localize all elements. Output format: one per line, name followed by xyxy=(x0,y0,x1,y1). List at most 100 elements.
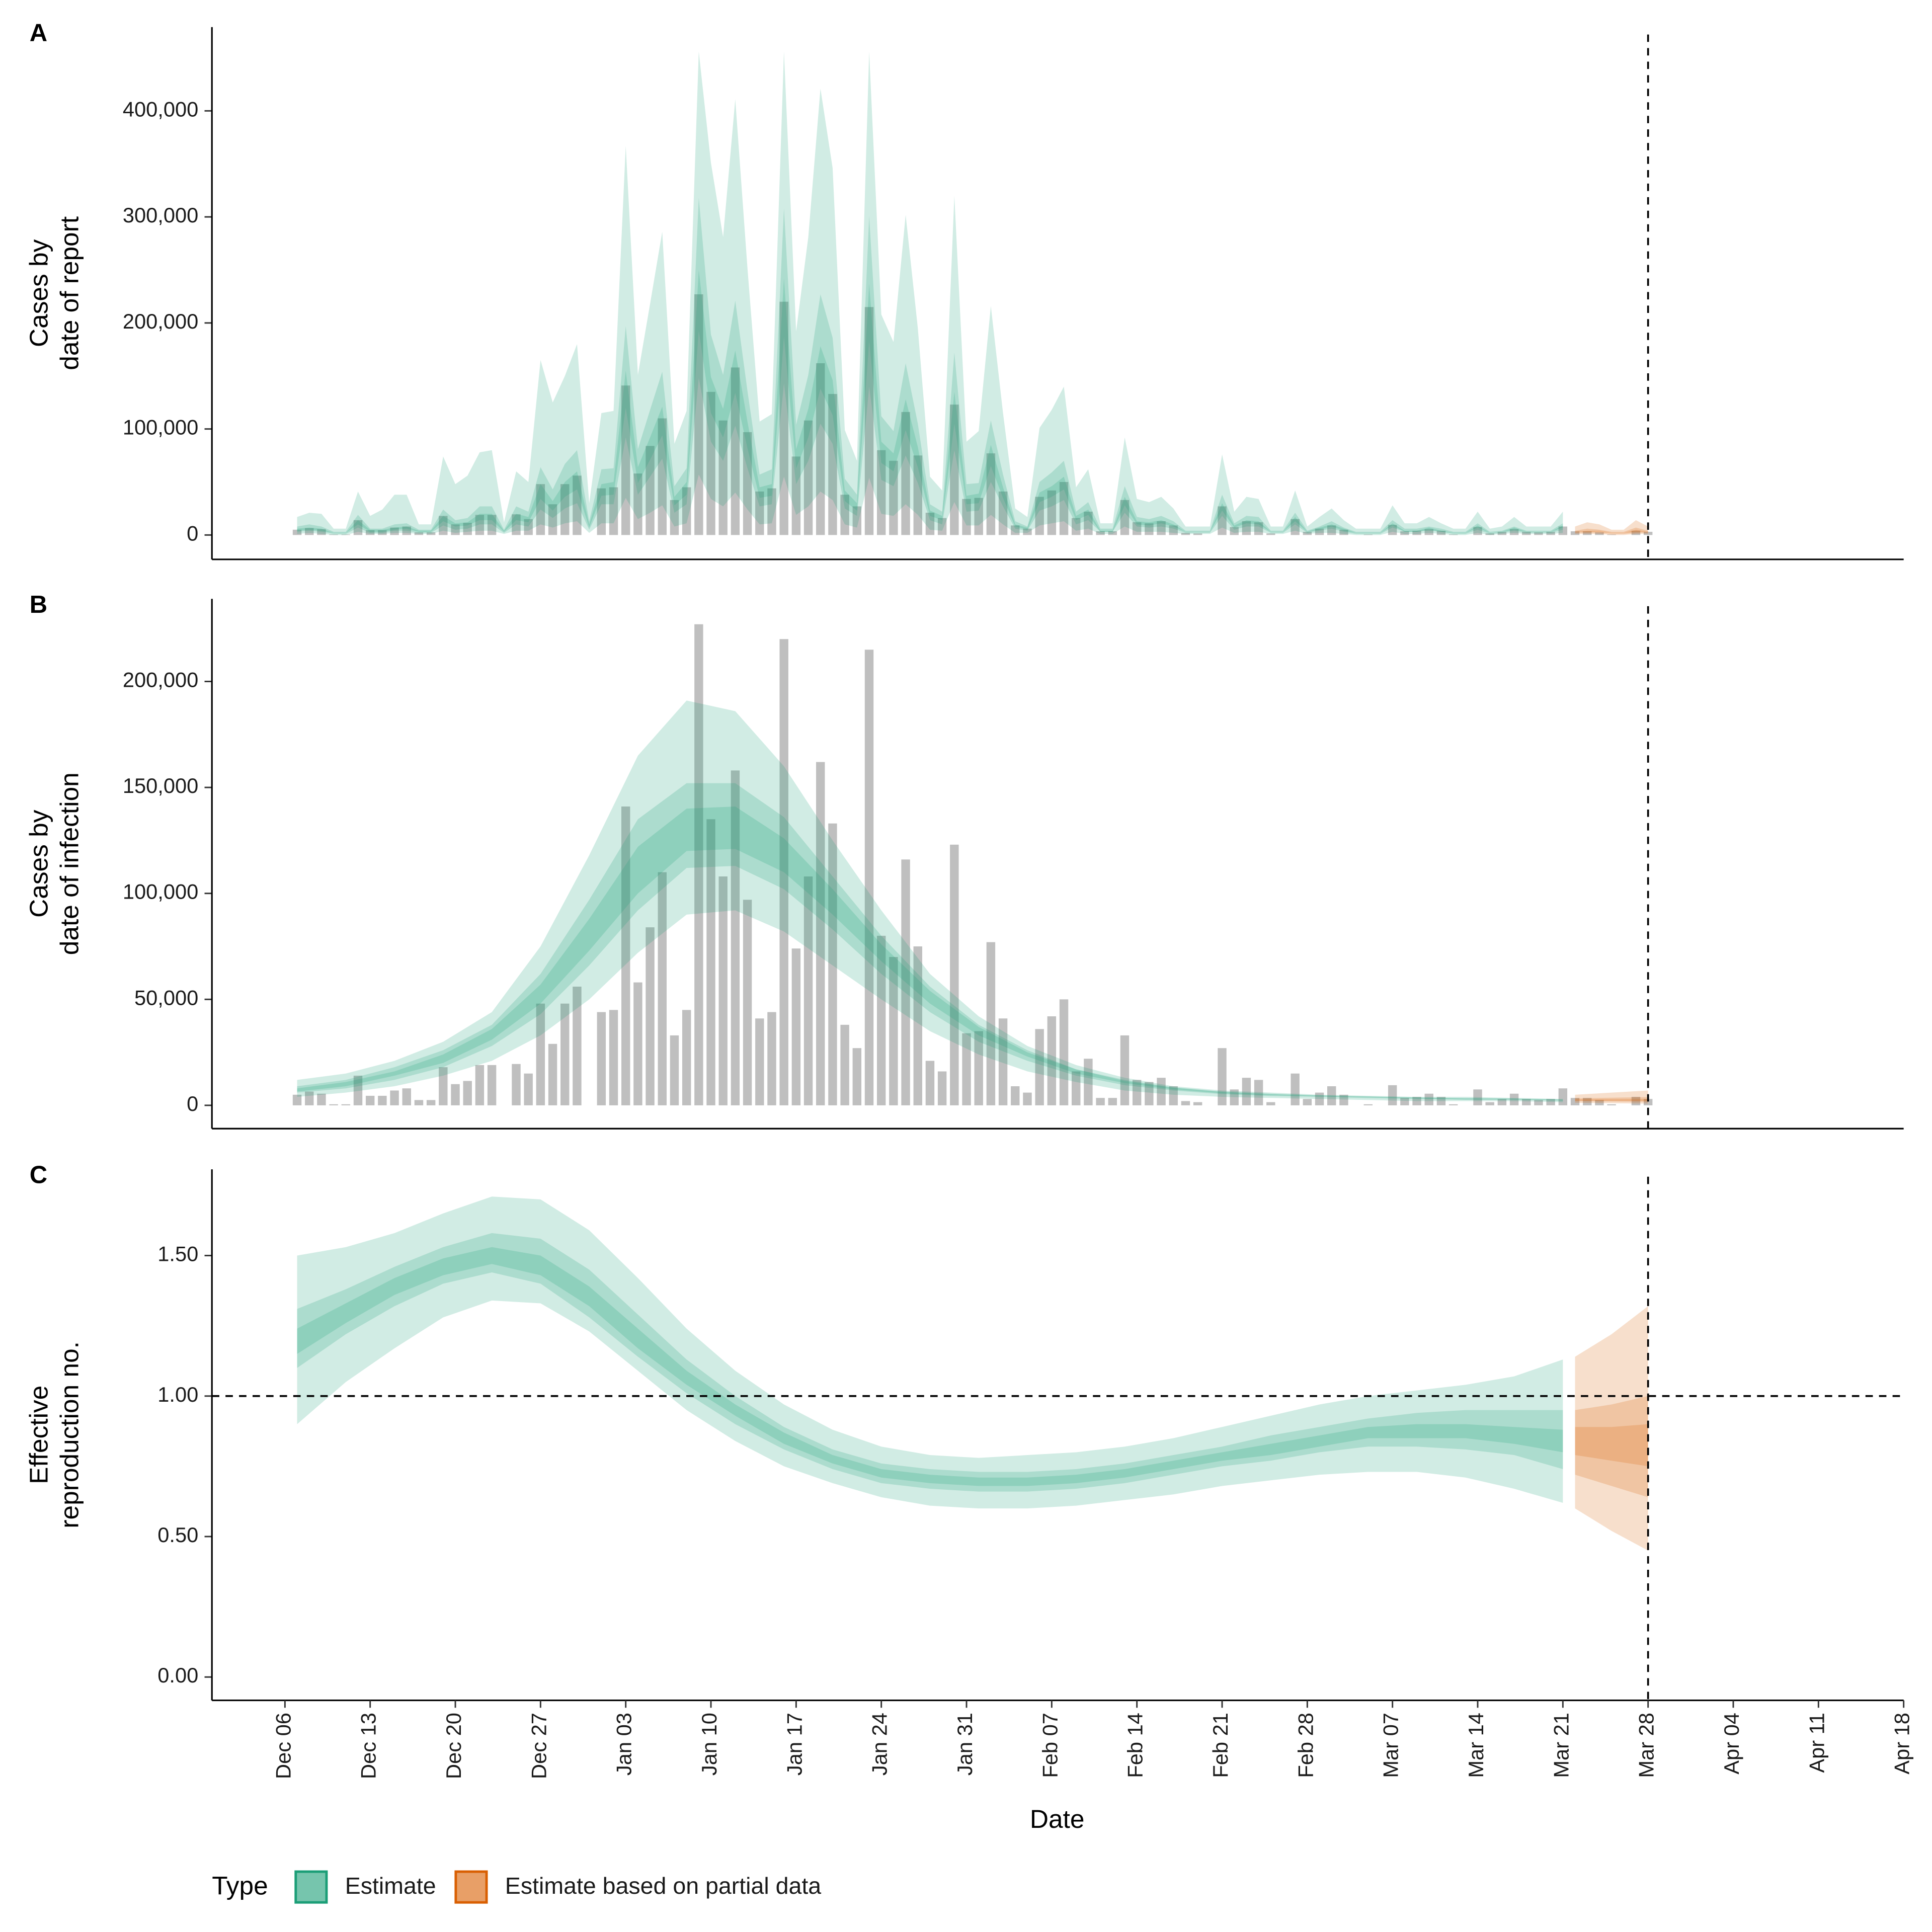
bar xyxy=(390,527,399,535)
bar xyxy=(1643,1099,1653,1105)
bar xyxy=(451,524,460,535)
bar xyxy=(1583,531,1592,535)
x-axis-title: Date xyxy=(1030,1804,1085,1833)
bar xyxy=(803,420,813,535)
bar xyxy=(1169,1086,1178,1105)
x-tick-label: Feb 14 xyxy=(1123,1713,1147,1778)
x-tick-label: Mar 07 xyxy=(1379,1713,1403,1778)
bar xyxy=(1436,1097,1446,1105)
bar xyxy=(901,859,910,1105)
bar xyxy=(791,948,801,1105)
panel-label: A xyxy=(30,20,47,47)
bar xyxy=(1303,1099,1312,1105)
x-tick-label: Apr 04 xyxy=(1720,1713,1743,1775)
bar xyxy=(512,514,521,535)
bar xyxy=(706,819,715,1105)
bar xyxy=(1108,1098,1117,1105)
bar xyxy=(743,900,752,1105)
bar xyxy=(365,1095,375,1105)
bar xyxy=(718,420,728,535)
x-tick-label: Mar 21 xyxy=(1549,1713,1573,1778)
bar xyxy=(1546,532,1555,535)
bar xyxy=(1583,1098,1592,1105)
bar xyxy=(378,1095,387,1105)
bar xyxy=(1181,533,1190,535)
bar xyxy=(1595,1100,1604,1105)
legend-swatch xyxy=(294,1870,328,1904)
credible-band xyxy=(297,783,1563,1101)
bar xyxy=(1607,1104,1616,1105)
bar xyxy=(1412,530,1421,535)
y-tick-label: 0 xyxy=(187,1092,198,1115)
y-axis-title: date of report xyxy=(55,216,84,370)
bar xyxy=(378,530,387,535)
bar xyxy=(536,484,545,535)
y-tick-label: 100,000 xyxy=(123,880,198,904)
bar xyxy=(925,513,935,535)
bar xyxy=(876,935,886,1105)
bar xyxy=(986,453,996,535)
bar xyxy=(864,650,874,1105)
bar xyxy=(1218,506,1227,535)
bar xyxy=(779,639,788,1105)
bar xyxy=(1254,522,1263,535)
y-tick-label: 0.50 xyxy=(157,1523,198,1547)
bar xyxy=(414,1100,424,1105)
x-tick-label: Jan 31 xyxy=(953,1713,977,1776)
bar xyxy=(390,1090,399,1105)
y-tick-label: 200,000 xyxy=(123,668,198,691)
credible-band xyxy=(297,700,1563,1102)
y-tick-label: 100,000 xyxy=(123,416,198,439)
y-axis-title: reproduction no. xyxy=(55,1341,84,1528)
credible-band xyxy=(1575,1424,1648,1467)
bar xyxy=(889,460,898,535)
bar xyxy=(755,491,764,535)
bar xyxy=(1400,1098,1409,1105)
bar xyxy=(828,823,837,1105)
bar xyxy=(706,391,715,535)
bar xyxy=(1230,527,1239,535)
bar xyxy=(743,432,752,535)
y-tick-label: 150,000 xyxy=(123,774,198,797)
bar xyxy=(889,957,898,1105)
bar xyxy=(1570,1098,1580,1105)
bar xyxy=(1570,531,1580,535)
bar xyxy=(950,844,959,1105)
y-tick-label: 50,000 xyxy=(134,986,198,1009)
bar xyxy=(573,987,582,1105)
bar xyxy=(767,488,776,535)
bar xyxy=(1145,1082,1154,1105)
bar xyxy=(1388,525,1397,535)
bar xyxy=(1193,533,1202,535)
bar xyxy=(292,529,302,535)
y-axis-title: Effective xyxy=(24,1386,53,1484)
bar xyxy=(1108,531,1117,535)
bar xyxy=(986,942,996,1105)
bar xyxy=(1242,521,1251,535)
bar xyxy=(524,1073,533,1105)
bar xyxy=(998,1018,1008,1105)
bar xyxy=(901,412,910,535)
bar xyxy=(1473,527,1482,535)
bar xyxy=(1436,530,1446,535)
bar xyxy=(633,982,642,1105)
credible-band xyxy=(297,1233,1563,1492)
bar xyxy=(803,876,813,1105)
bar xyxy=(937,518,947,535)
bar xyxy=(864,307,874,535)
bar xyxy=(1631,530,1641,535)
bar xyxy=(487,515,497,535)
bar xyxy=(694,624,703,1105)
bar xyxy=(1193,1102,1202,1105)
bar xyxy=(1448,1104,1458,1105)
bar xyxy=(1327,525,1336,535)
credible-band xyxy=(1575,527,1648,534)
bar xyxy=(1242,1078,1251,1105)
bar xyxy=(548,504,557,535)
bar xyxy=(560,1003,570,1105)
bar xyxy=(621,385,630,535)
bar xyxy=(658,418,667,535)
bar xyxy=(1011,525,1020,535)
bar xyxy=(1084,1059,1093,1105)
